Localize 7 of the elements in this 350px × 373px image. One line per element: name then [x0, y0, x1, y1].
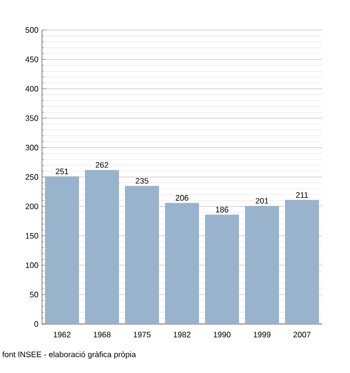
bar: [204, 214, 239, 324]
bar: [164, 202, 199, 324]
bar: [45, 176, 79, 324]
bar: [244, 206, 279, 324]
bar: [284, 200, 319, 324]
bar: [85, 170, 119, 324]
bar: [125, 186, 159, 324]
